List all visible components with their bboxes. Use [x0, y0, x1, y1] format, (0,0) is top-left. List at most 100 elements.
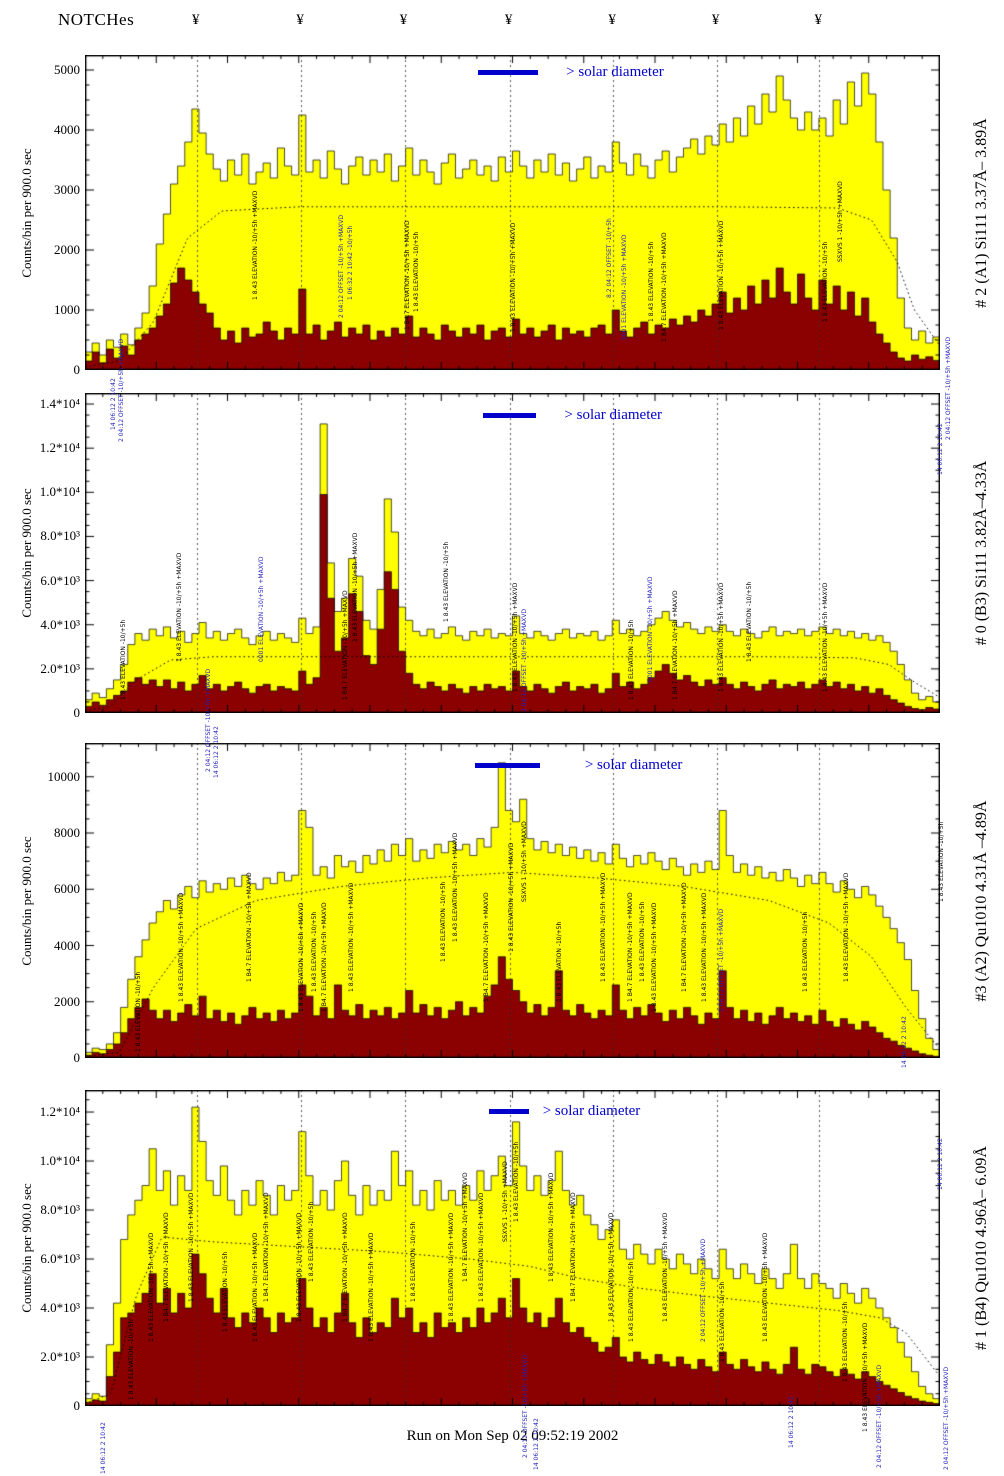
- annotation-label: 14 06:12 2 10:42: [788, 1396, 795, 1448]
- y-axis-title: Counts/bin per 900.0 sec: [19, 147, 34, 278]
- y-tick-label: 0: [73, 1398, 81, 1413]
- solar-diameter-legend: > solar diameter: [85, 1103, 940, 1120]
- annotation-label: 1 8.43 ELEVATION -10/+5h +MAXVD: [178, 892, 185, 1002]
- y-tick-label: 10000: [47, 768, 81, 784]
- notch-marker: ¥: [399, 12, 408, 28]
- y-tick-label: 4000: [54, 122, 80, 137]
- y-tick-label: 0: [73, 1050, 81, 1065]
- annotation-label: 2 04:12 OFFSET -10/+5h +MAXVD: [945, 336, 952, 440]
- panel-canvas: [85, 55, 940, 370]
- annotation-label: 1 8.43 ELEVATION -10/+5h +MAXVD: [368, 1232, 375, 1342]
- annotation-label: 1 8.43 ELEVATION -10/+5h +MAXVD: [718, 220, 725, 330]
- annotation-label: 14 06:12 2 10:42: [901, 1016, 908, 1068]
- annotation-label: 14 06:12 2 10:42: [937, 1138, 944, 1190]
- annotation-label: SSXVS 1 -10/+5h +MAXVD: [502, 1161, 509, 1242]
- annotation-label: 1 8.43 ELEVATION -10/+5h +MAXVD: [252, 190, 259, 300]
- notch-marker: ¥: [608, 12, 616, 28]
- annotation-label: 1 B4.7 ELEVATION -10/+5h +MAXVD: [681, 882, 688, 992]
- y-tick-label: 2000: [54, 993, 80, 1009]
- y-tick-label: 8000: [54, 825, 80, 840]
- annotation-label: 1 8.43 ELEVATION -10/+5h +MAXVD: [651, 902, 658, 1012]
- annotation-label: 1 8.43 ELEVATION -10/+5h +MAXVD: [352, 532, 359, 642]
- annotation-label: 1 8.43 ELEVATION -10/+5h: [128, 1319, 135, 1400]
- solar-diameter-legend: > solar diameter: [85, 757, 940, 774]
- annotation-label: 1 8.43 ELEVATION -10/+5h: [938, 821, 945, 902]
- annotation-label: SSXVS 1 -10/+5h +MAXVD: [837, 181, 844, 262]
- annotation-label: 1 8.43 ELEVATION -10/+5h +MAXVD: [600, 872, 607, 982]
- y-tick-label: 0: [73, 362, 81, 377]
- y-axis-title: Counts/bin per 900.0 sec: [19, 488, 34, 618]
- annotation-label: 1 8.43 ELEVATION -10/+5h +MAXVD: [701, 892, 708, 1002]
- annotation-label: 1 B4.7 ELEVATION -10/+5h +MAXVD: [342, 590, 349, 700]
- annotation-label: 1 B4.7 ELEVATION -10/+5h +MAXVD: [342, 1212, 349, 1322]
- annotation-label: 1 8.43 ELEVATION -10/+5h +MAXVD: [762, 1232, 769, 1342]
- annotation-label: 1 8.43 ELEVATION -10/+5h: [443, 541, 450, 622]
- annotation-label: 1 B4.7 ELEVATION -10/+5h +MAXVD: [570, 1192, 577, 1302]
- y-tick-label: 5000: [54, 62, 80, 77]
- annotation-label: 1 8.43 ELEVATION -10/+5h +MAXVD: [252, 1232, 259, 1342]
- annotation-label: 0001 ELEVATION -10/+5h +MAXVD: [258, 556, 265, 662]
- y-tick-label: 0: [73, 705, 81, 720]
- y-tick-label: 6.0*10³: [40, 572, 80, 588]
- notch-marker: ¥: [711, 12, 720, 28]
- solar-diameter-label: > solar diameter: [566, 64, 664, 80]
- solar-diameter-legend: > solar diameter: [85, 407, 940, 424]
- annotation-label: 1 8.43 ELEVATION -10/+5h +MAXVD: [452, 832, 459, 942]
- annotation-label: 2 04:12 OFFSET -10/+5h +MAXVD: [521, 608, 528, 712]
- annotation-label: 1 8.43 ELEVATION -10/+5h: [746, 581, 753, 662]
- annotation-label: 1 8.43 ELEVATION -10/+5h: [556, 921, 563, 1002]
- annotation-label: 2 04:12 OFFSET -10/+5h +MAXVD: [943, 1366, 950, 1470]
- annotation-label: 1 8.43 ELEVATION -10/+5h +MAXVD: [348, 882, 355, 992]
- annotation-label: 1 8.43 ELEVATION -10/+5h: [628, 619, 635, 700]
- notch-marker: ¥: [504, 12, 513, 28]
- annotation-label: 1 8.43 ELEVATION -10/+5h +MAXVD: [548, 1172, 555, 1282]
- y-tick-label: 4000: [54, 937, 80, 953]
- solar-diameter-label: > solar diameter: [542, 1103, 641, 1119]
- annotation-label: 1 B4.7 ELEVATION -10/+5h +MAXVD: [672, 590, 679, 700]
- annotation-label: 1 8.43 ELEVATION -10/+5h: [648, 241, 655, 322]
- channel-label: # 0 (B3) Si111 3.82Å–4.33Å: [973, 460, 990, 646]
- channel-label: #3 (A2) Qu1010 4.31Å –4.89Å: [973, 800, 990, 1001]
- panel-qu1010-a2: 0 2000 4000 6000 8000 10000 Counts/bin per 90…: [19, 743, 990, 1065]
- annotation-label: 1 06:32 2 10:42 -10/+5h: [347, 225, 354, 300]
- annotation-label: 1 8.43 ELEVATION -10/+5h +MAXVD: [718, 582, 725, 692]
- annotation-label: 1 8.43 ELEVATION -10/+5h: [308, 1201, 315, 1282]
- run-timestamp: Run on Mon Sep 02 09:52:19 2002: [406, 1428, 619, 1444]
- y-tick-label: 4.0*10³: [40, 616, 80, 632]
- annotation-label: 1 8.43 ELEVATION -10/+5h: [440, 881, 447, 962]
- annotation-label: 1 8.43 ELEVATION -10/+5h: [120, 619, 127, 700]
- annotation-label: 1 8.43 ELEVATION -10/+5h +MAXVD: [478, 1192, 485, 1302]
- y-axis-tick-labels: 0 2000 4000 6000 8000 10000: [2, 743, 81, 1064]
- y-tick-label: 8.0*10³: [40, 528, 80, 544]
- y-axis-tick-labels: 0 2.0*10³ 4.0*10³ 6.0*10³ 8.0*10³ 1.0*10⁴ 1.2*…: [2, 1090, 80, 1413]
- annotation-label: 1 8.43 ELEVATION -10/+5h +MAXVD: [298, 902, 305, 1012]
- solar-diameter-label: > solar diameter: [584, 757, 683, 773]
- annotation-label: 1 8.43 ELEVATION -10/+5h: [822, 241, 829, 322]
- panel-canvas: [85, 743, 940, 1058]
- annotation-label: 1 8.43 ELEVATION -10/+5h +MAXVD: [608, 1212, 615, 1322]
- annotation-label: 1 8.43 ELEVATION -10/+5h +MAXVD: [843, 872, 850, 982]
- y-axis-tick-labels: 0 2.0*10³ 4.0*10³ 6.0*10³ 8.0*10³ 1.0*10⁴ 1.2*…: [2, 393, 80, 720]
- annotation-label: SSXVS 1 -10/+5h +MAXVD: [521, 821, 528, 902]
- solar-diameter-bar: [474, 763, 540, 768]
- annotation-label: 1 8.43 ELEVATION -10/+5h +MAXVD: [176, 552, 183, 662]
- annotation-label: 1 8.43 ELEVATION -10/+5h +MAXVD: [448, 1212, 455, 1322]
- annotation-label: 1 8.43 ELEVATION -10/+5h: [410, 1221, 417, 1302]
- annotation-label: 2 04:12 OFFSET -10/+5h +MAXVD: [718, 908, 725, 1012]
- y-axis-title: Counts/bin per 900.0 sec: [19, 1183, 34, 1313]
- notch-marker: ¥: [814, 12, 822, 28]
- annotation-label: 1 8.43 ELEVATION -10/+5h: [842, 1301, 849, 1382]
- solar-diameter-legend: > solar diameter: [85, 64, 940, 81]
- solar-diameter-bar: [482, 413, 537, 418]
- solar-diameter-bar: [488, 1109, 529, 1114]
- panel-si111-b3: 0 2.0*10³ 4.0*10³ 6.0*10³ 8.0*10³ 1.0*10⁴ 1.2*…: [19, 393, 990, 720]
- panel-canvas: [85, 393, 940, 713]
- annotation-label: 1 B4.7 ELEVATION -10/+5h +MAXVD: [404, 220, 411, 330]
- annotation-label: 1 B4.7 ELEVATION -10/+5h +MAXVD: [263, 1192, 270, 1302]
- y-tick-label: 4.0*10³: [40, 1300, 80, 1315]
- annotation-label: 1 B4.7 ELEVATION -10/+5h +MAXVD: [462, 1172, 469, 1282]
- y-tick-label: 1.0*10⁴: [39, 484, 80, 500]
- y-tick-label: 1.0*10⁴: [39, 1153, 80, 1169]
- annotation-label: 14 06:12 2 10:42: [937, 423, 944, 475]
